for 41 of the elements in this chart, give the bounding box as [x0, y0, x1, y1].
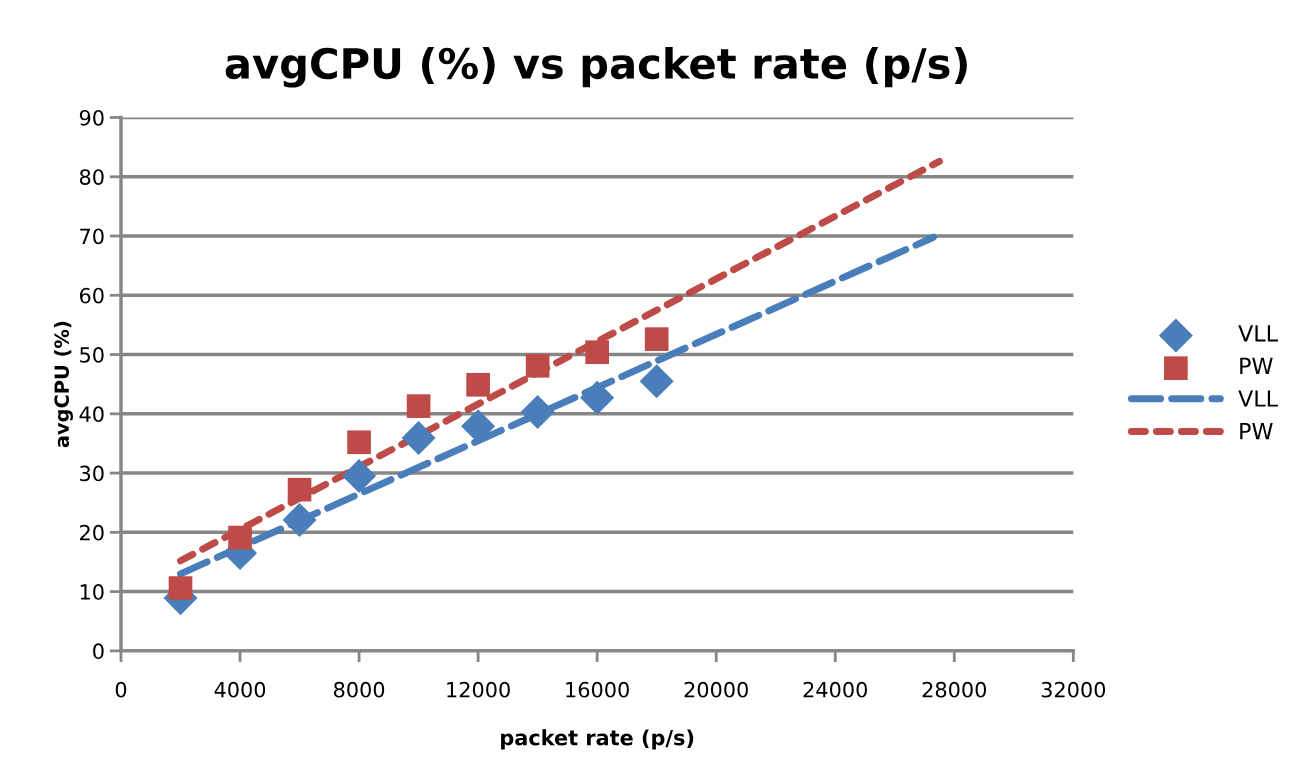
point [406, 394, 431, 418]
x-tick-label: 16000 [566, 681, 629, 698]
point [347, 430, 371, 455]
legend-label: VLL [1238, 325, 1278, 342]
point [644, 327, 669, 351]
x-tick-label: 12000 [447, 681, 510, 698]
y-tick-label: 60 [79, 287, 104, 304]
x-tick-label: 20000 [684, 681, 748, 698]
x-tick-label: 8000 [333, 681, 385, 698]
y-tick-label: 50 [80, 347, 104, 363]
point [520, 395, 555, 430]
legend-label: PW [1240, 423, 1273, 440]
point [287, 477, 312, 502]
chart-title: avgCPU (%) vs packet rate (p/s) [225, 46, 967, 88]
point [466, 372, 490, 397]
y-tick-label: 20 [80, 524, 104, 541]
y-tick-label: 70 [80, 228, 104, 245]
point [639, 364, 674, 399]
legend-label: VLL [1238, 390, 1278, 407]
x-tick-label: 32000 [1041, 681, 1106, 698]
point [580, 380, 615, 415]
y-tick-label: 90 [79, 109, 104, 126]
y-tick-label: 0 [93, 643, 104, 660]
point [168, 576, 193, 600]
point [525, 353, 550, 378]
point [585, 340, 609, 365]
y-axis-title: avgCPU (%) [54, 321, 73, 448]
point [228, 525, 252, 550]
point [401, 421, 436, 456]
point [282, 502, 317, 537]
x-tick-label: 28000 [922, 681, 987, 698]
y-tick-label: 10 [80, 584, 104, 600]
y-tick-label: 30 [80, 465, 104, 482]
x-axis-title: packet rate (p/s) [501, 729, 694, 750]
point [342, 459, 377, 494]
x-tick-label: 0 [115, 681, 127, 698]
x-tick-label: 24000 [803, 681, 867, 698]
y-tick-label: 80 [79, 169, 104, 185]
x-tick-label: 4000 [214, 681, 266, 698]
legend-label: PW [1240, 357, 1273, 374]
y-tick-label: 40 [79, 406, 104, 423]
